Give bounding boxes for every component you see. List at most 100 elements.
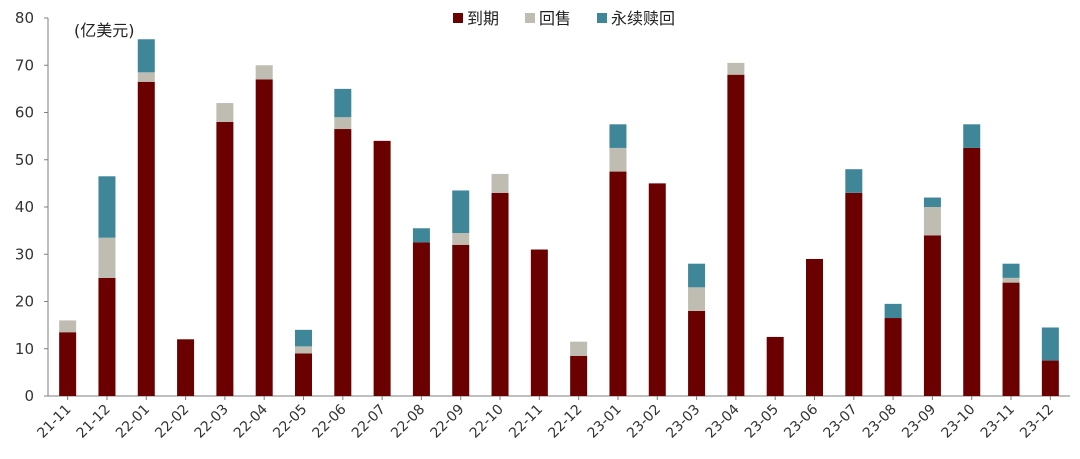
bar-segment [216, 121, 234, 396]
bar-segment [727, 62, 745, 75]
x-tick-label: 23-06 [781, 401, 821, 441]
x-tick-label: 22-03 [192, 402, 232, 442]
legend-label: 到期 [467, 9, 499, 28]
x-tick-label: 23-11 [978, 402, 1018, 442]
bar-segment [255, 65, 273, 80]
x-tick-label: 23-07 [821, 402, 861, 442]
x-tick-label: 22-10 [467, 402, 507, 442]
x-tick-label: 22-08 [388, 402, 428, 442]
bar-segment [884, 318, 902, 396]
bar-segment [688, 263, 706, 288]
bar-segment [923, 207, 941, 236]
y-tick-label: 10 [15, 340, 34, 358]
bar-segment [98, 176, 116, 238]
bar-segment [452, 190, 470, 233]
x-tick-label: 23-02 [624, 402, 664, 442]
bar-segment [98, 237, 116, 278]
legend-swatch [525, 13, 535, 23]
legend: 到期 回售 永续赎回 [453, 9, 675, 28]
x-tick-label: 22-01 [113, 402, 153, 442]
x-tick-label: 22-05 [270, 402, 310, 442]
y-tick-label: 30 [15, 245, 34, 263]
x-tick-label: 22-11 [506, 402, 546, 442]
bar-segment [648, 183, 666, 396]
bar-segment [295, 353, 312, 396]
y-tick-label: 20 [15, 293, 34, 311]
bar-segment [98, 277, 116, 396]
y-tick-label: 80 [15, 9, 34, 27]
bar-segment [923, 235, 941, 396]
x-tick-label: 21-12 [74, 402, 114, 442]
x-tick-label: 22-12 [545, 402, 585, 442]
bar-segment [609, 171, 627, 396]
bar-segment [1041, 360, 1059, 396]
bar-segment [59, 320, 77, 333]
x-tick-labels: 21-11 21-12 22-01 22-02 22-03 22-04 22-05 22-06… [34, 396, 1057, 442]
y-tick-label: 50 [15, 151, 34, 169]
bar-segment [570, 341, 588, 356]
bar-segment [1002, 277, 1020, 283]
bar-segment [609, 147, 627, 172]
x-tick-label: 22-09 [427, 402, 467, 442]
y-tick-label: 0 [24, 387, 34, 405]
x-tick-label: 22-07 [349, 402, 389, 442]
bar-segment [137, 39, 155, 73]
bar-segment [884, 303, 902, 319]
bar-segment [334, 129, 352, 396]
legend-swatch [453, 13, 463, 23]
bar-segment [373, 140, 391, 396]
bar-segment [688, 287, 706, 311]
legend-label: 永续赎回 [611, 9, 675, 28]
bar-segment [295, 346, 312, 354]
unit-label: (亿美元) [74, 21, 135, 40]
x-tick-label: 23-08 [860, 402, 900, 442]
x-tick-label: 21-11 [34, 402, 74, 442]
bar-segment [530, 249, 548, 396]
bar-segment [177, 339, 195, 396]
bar-segment [412, 242, 430, 396]
x-tick-label: 22-02 [152, 402, 192, 442]
x-tick-label: 23-01 [585, 402, 625, 442]
x-tick-label: 23-09 [899, 402, 939, 442]
bar-segment [766, 336, 784, 396]
bar-segment [137, 81, 155, 396]
bar-segment [412, 228, 430, 243]
bar-segment [491, 173, 509, 193]
bar-segment [923, 197, 941, 207]
bar-segment [452, 244, 470, 396]
bar-segment [1002, 263, 1020, 278]
x-tick-label: 23-05 [742, 402, 782, 442]
x-tick-label: 22-04 [231, 401, 271, 441]
x-tick-label: 23-12 [1017, 402, 1057, 442]
bars [59, 39, 1059, 397]
bar-segment [216, 103, 234, 122]
bar-segment [963, 147, 981, 396]
x-tick-label: 23-10 [938, 402, 978, 442]
x-tick-label: 23-04 [703, 401, 743, 441]
bar-segment [255, 79, 273, 397]
y-tick-labels: 0 10 20 30 40 50 60 70 80 [15, 9, 48, 405]
bar-segment [59, 332, 77, 396]
bar-segment [334, 117, 352, 130]
legend-swatch [597, 13, 607, 23]
bar-segment [688, 310, 706, 396]
bar-segment [295, 329, 312, 347]
bar-segment [137, 72, 155, 82]
bar-segment [963, 124, 981, 148]
y-tick-label: 40 [15, 198, 34, 216]
bar-segment [491, 192, 509, 396]
x-tick-label: 23-03 [663, 402, 703, 442]
bar-segment [727, 74, 745, 396]
bar-segment [1002, 282, 1020, 396]
bar-segment [452, 232, 470, 245]
bar-segment [845, 169, 863, 193]
y-tick-label: 70 [15, 56, 34, 74]
legend-label: 回售 [539, 9, 571, 28]
bar-segment [334, 88, 352, 118]
bar-segment [570, 355, 588, 396]
bar-segment [806, 258, 823, 396]
axes [47, 18, 1070, 397]
x-tick-label: 22-06 [310, 401, 350, 441]
bar-segment [1041, 327, 1059, 361]
